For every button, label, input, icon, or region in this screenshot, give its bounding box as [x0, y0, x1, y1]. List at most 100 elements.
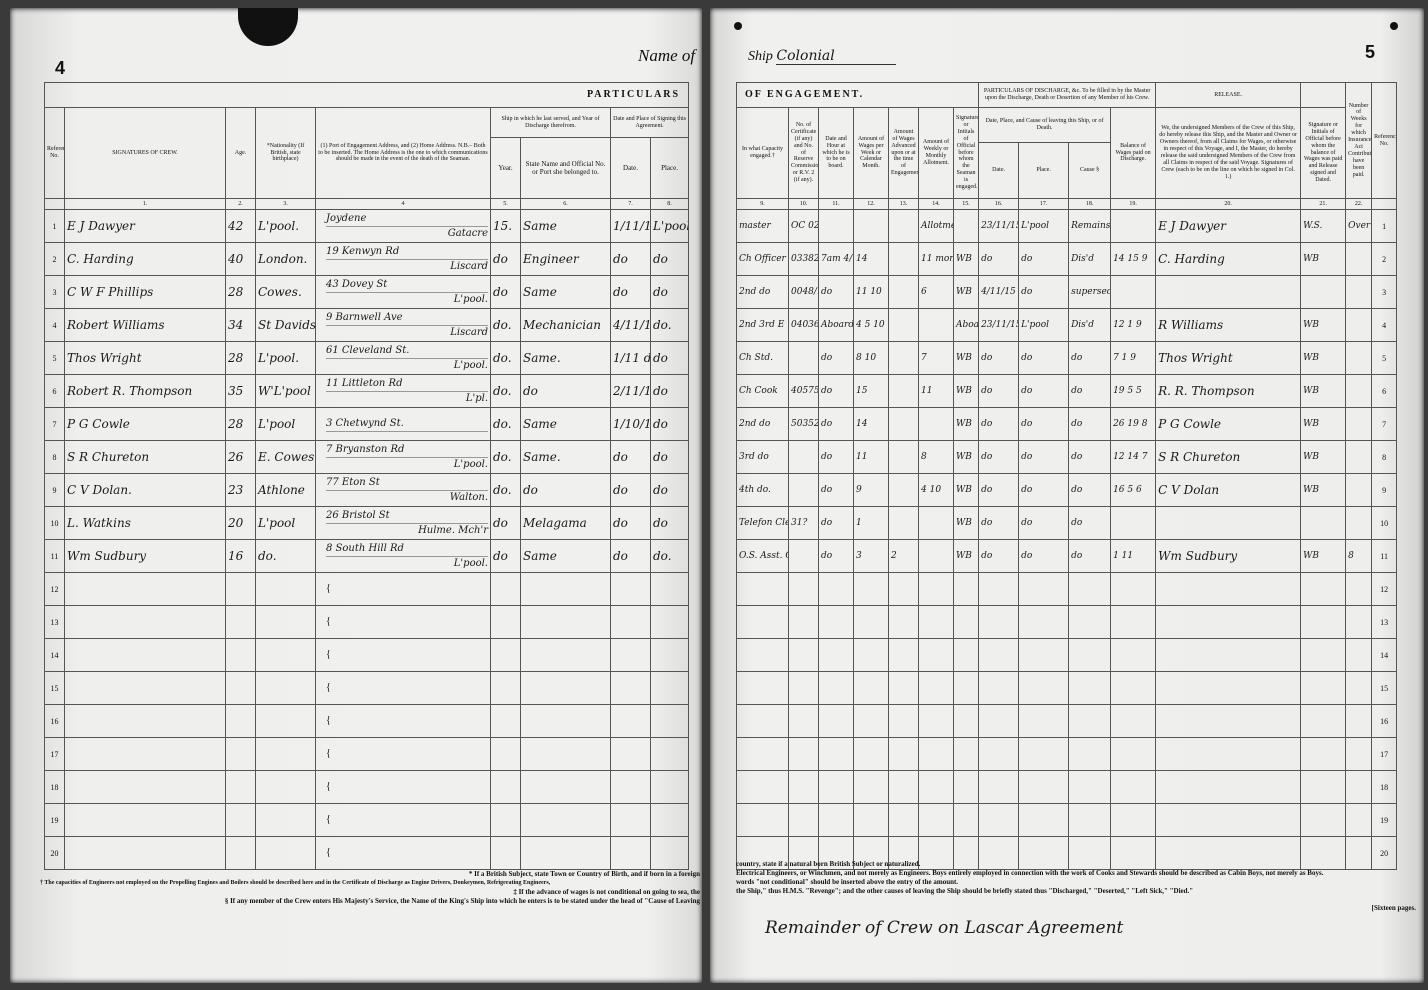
cell-allotment [918, 803, 954, 837]
cell-capacity: master [736, 209, 789, 243]
cell-advance [888, 638, 919, 672]
cell-age [225, 704, 256, 738]
cell-official2 [1300, 770, 1347, 804]
cell-date: do [978, 473, 1020, 507]
cell-official: WB [952, 440, 980, 474]
cell-weeks [1345, 803, 1373, 837]
cell-cert: 0048/14. [788, 275, 819, 309]
column-number [1371, 198, 1398, 210]
cell-balance [1110, 704, 1157, 738]
cell-official2: WB [1300, 242, 1347, 276]
cell-ref: 20 [44, 836, 65, 870]
cell-address: 11 Littleton Rd L'pl. [315, 374, 491, 408]
cell-cert [788, 473, 819, 507]
column-number: 11. [818, 198, 854, 210]
cell-place [649, 737, 690, 771]
crew-row: 19 { [44, 803, 690, 837]
crew-row: 4 Robert Williams 34 St Davids 9 Barnwell Av… [44, 308, 690, 342]
cell-release: S R Chureton [1155, 440, 1302, 474]
footnotes: country, state if a natural born British… [736, 860, 1416, 913]
crew-row: 10 L. Watkins 20 L'pool 26 Bristol St Hulme. … [44, 506, 690, 540]
cell-release: E J Dawyer [1155, 209, 1302, 243]
cell-onboard: do [818, 506, 854, 540]
cell-signature: Wm Sudbury [64, 539, 226, 573]
cell-date [978, 605, 1020, 639]
cell-ref: 9 [44, 473, 65, 507]
cell-capacity [736, 836, 789, 870]
cell-allotment [918, 506, 954, 540]
cell-official2: WB [1300, 341, 1347, 375]
cell-balance: 12 14 7 [1110, 440, 1157, 474]
cell-advance [888, 803, 919, 837]
cell-year: do. [490, 440, 521, 474]
cell-onboard [818, 737, 854, 771]
cell-place [1018, 671, 1070, 705]
cell-place [649, 572, 690, 606]
cell-date [610, 704, 651, 738]
cell-date [978, 638, 1020, 672]
cell-advance [888, 407, 919, 441]
cell-nationality [255, 671, 316, 705]
cell-wages: 14 [853, 407, 889, 441]
cell-place [649, 803, 690, 837]
cell-nationality [255, 605, 316, 639]
cell-wages [853, 704, 889, 738]
cell-ship: Melagama [520, 506, 611, 540]
page-number: 5 [1365, 42, 1376, 62]
cell-capacity [736, 737, 789, 771]
group-header: Date and Place of Signing this Agreement… [609, 107, 690, 138]
cell-weeks [1345, 506, 1373, 540]
cell-place [1018, 572, 1070, 606]
handwritten-remark: Remainder of Crew on Lascar Agreement [765, 918, 1124, 938]
cell-address: { [315, 671, 491, 705]
cell-advance [888, 506, 919, 540]
cell-ref: 10 [44, 506, 65, 540]
crew-row: 17 { [44, 737, 690, 771]
cell-cert [788, 638, 819, 672]
cell-official2: WB [1300, 308, 1347, 342]
cell-signature: L. Watkins [64, 506, 226, 540]
cell-release: C V Dolan [1155, 473, 1302, 507]
cell-ship: do [520, 374, 611, 408]
discharge-row: 17 [736, 737, 1398, 771]
cell-year [490, 836, 521, 870]
crew-row: 2 C. Harding 40 London. 19 Kenwyn Rd Liscard d… [44, 242, 690, 276]
cell-nationality: Cowes. [255, 275, 316, 309]
cell-official: WB [952, 506, 980, 540]
discharge-row: 13 [736, 605, 1398, 639]
cell-balance [1110, 506, 1157, 540]
cell-release [1155, 506, 1302, 540]
cell-year [490, 737, 521, 771]
discharge-row: 14 [736, 638, 1398, 672]
column-number: 17. [1018, 198, 1070, 210]
pages-note: [Sixteen pages. [1371, 904, 1416, 912]
cell-capacity: Ch Cook [736, 374, 789, 408]
cell-wages [853, 209, 889, 243]
cell-allotment: Allotment [918, 209, 954, 243]
column-number: 4 [315, 198, 491, 210]
cell-address: 61 Cleveland St. L'pool. [315, 341, 491, 375]
cell-year [490, 704, 521, 738]
port-of-engagement: 61 Cleveland St. [326, 344, 410, 356]
cell-date [610, 671, 651, 705]
footnote: words "not conditional" should be insert… [736, 878, 959, 886]
cell-official2 [1300, 275, 1347, 309]
cell-release [1155, 704, 1302, 738]
cell-weeks [1345, 605, 1373, 639]
cell-age: 23 [225, 473, 256, 507]
cell-date: do [610, 242, 651, 276]
cell-weeks: 8 [1345, 539, 1373, 573]
home-address: L'pool. [326, 555, 488, 571]
cell-date [610, 836, 651, 870]
cell-wages [853, 803, 889, 837]
cell-advance [888, 572, 919, 606]
discharge-row: 20 [736, 836, 1398, 870]
cell-official2: WB [1300, 374, 1347, 408]
cell-advance [888, 704, 919, 738]
cell-weeks [1345, 671, 1373, 705]
cell-cert [788, 605, 819, 639]
